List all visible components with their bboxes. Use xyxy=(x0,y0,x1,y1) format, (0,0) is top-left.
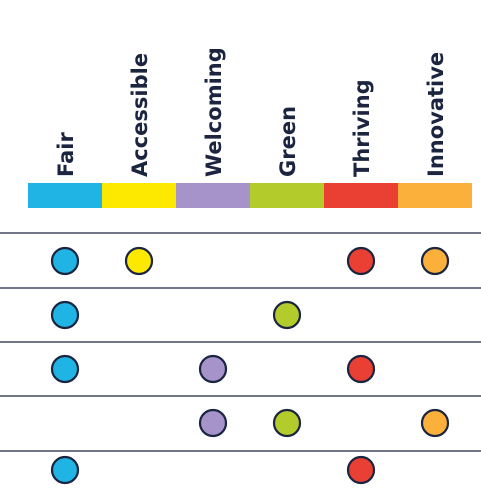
dot-row1-fair xyxy=(50,246,80,276)
column-label-fair: Fair xyxy=(54,132,78,177)
color-bar-segment-accessible xyxy=(102,183,176,208)
dot-row4-green xyxy=(272,408,302,438)
column-label-thriving: Thriving xyxy=(350,79,374,177)
dot-row4-welcoming xyxy=(198,408,228,438)
dot-row1-innovative xyxy=(420,246,450,276)
color-bar-segment-thriving xyxy=(324,183,398,208)
row-lines xyxy=(0,232,481,452)
color-bar-segment-welcoming xyxy=(176,183,250,208)
dot-row1-thriving xyxy=(346,246,376,276)
color-bar-segment-fair xyxy=(28,183,102,208)
marker-dots xyxy=(50,246,450,485)
color-bar-segment-innovative xyxy=(398,183,472,208)
column-label-accessible: Accessible xyxy=(128,53,152,177)
dot-row3-thriving xyxy=(346,354,376,384)
column-label-green: Green xyxy=(276,106,300,177)
dot-row5-fair xyxy=(50,455,80,485)
column-label-welcoming: Welcoming xyxy=(202,47,226,177)
column-label-innovative: Innovative xyxy=(424,52,448,177)
dot-row4-innovative xyxy=(420,408,450,438)
color-bar-segment-green xyxy=(250,183,324,208)
dot-row1-accessible xyxy=(124,246,154,276)
dot-row2-fair xyxy=(50,300,80,330)
dot-row5-thriving xyxy=(346,455,376,485)
color-bar xyxy=(28,183,472,208)
dot-row3-welcoming xyxy=(198,354,228,384)
dot-row3-fair xyxy=(50,354,80,384)
dot-row2-green xyxy=(272,300,302,330)
column-labels: Fair Accessible Welcoming Green Thriving Inno… xyxy=(54,47,448,177)
